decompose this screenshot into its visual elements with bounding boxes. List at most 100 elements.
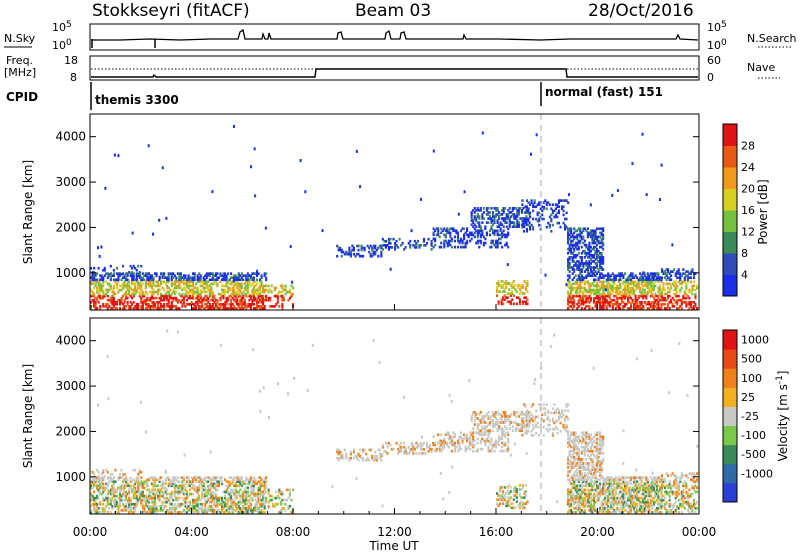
echo-cell	[685, 284, 688, 288]
echo-cell	[583, 307, 586, 310]
echo-cell	[202, 286, 205, 290]
echo-cell	[634, 288, 637, 292]
echo-cell	[199, 276, 202, 280]
echo-cell	[461, 437, 464, 441]
echo-cell	[169, 288, 172, 292]
echo-cell	[579, 270, 582, 273]
echo-cell	[588, 260, 591, 263]
echo-cell	[214, 484, 217, 488]
echo-cell	[160, 296, 163, 300]
echo-cell	[457, 212, 460, 216]
echo-cell	[679, 276, 682, 280]
echo-cell	[401, 241, 404, 245]
echo-cell	[153, 498, 157, 502]
echo-cell	[491, 425, 495, 428]
echo-cell	[245, 284, 248, 288]
echo-cell	[237, 302, 240, 306]
echo-cell	[117, 276, 120, 280]
echo-cell	[128, 502, 131, 506]
echo-cell	[413, 246, 416, 249]
echo-cell	[230, 305, 233, 308]
echo-cell	[232, 279, 235, 283]
echo-cell	[574, 290, 577, 294]
echo-cell	[100, 276, 103, 280]
echo-cell	[225, 504, 228, 508]
echo-cell	[545, 207, 548, 211]
echo-cell	[527, 421, 530, 425]
echo-cell	[441, 445, 444, 449]
echo-cell	[263, 484, 266, 488]
echo-cell	[121, 284, 125, 288]
echo-cell	[210, 486, 213, 490]
echo-cell	[245, 506, 248, 510]
echo-cell	[234, 496, 237, 500]
echo-cell	[230, 282, 233, 286]
echo-cell	[538, 217, 541, 221]
echo-cell	[202, 488, 205, 492]
y-tick-label: 2000	[55, 220, 86, 234]
echo-cell	[662, 288, 665, 292]
echo-cell	[440, 449, 443, 453]
echo-cell	[579, 276, 582, 280]
echo-cell	[243, 288, 246, 292]
echo-cell	[614, 290, 617, 294]
echo-cell	[228, 286, 231, 290]
echo-cell	[372, 458, 375, 462]
echo-cell	[371, 454, 374, 458]
echo-cell	[652, 274, 655, 278]
echo-cell	[279, 492, 282, 496]
echo-cell	[670, 298, 673, 302]
power-colorbar-label: Power [dB]	[756, 179, 770, 244]
echo-cell	[239, 488, 242, 492]
echo-cell	[179, 484, 182, 488]
echo-cell	[585, 298, 588, 302]
echo-cell	[169, 494, 172, 498]
echo-cell	[213, 511, 216, 514]
echo-cell	[640, 294, 643, 298]
echo-cell	[588, 264, 591, 267]
echo-cell	[94, 484, 97, 488]
nsky-tick-bottom-right: 100	[707, 38, 727, 52]
echo-cell	[252, 288, 256, 292]
echo-cell	[161, 274, 164, 278]
echo-cell	[670, 300, 673, 304]
echo-cell	[282, 498, 285, 502]
echo-cell	[550, 411, 553, 415]
echo-cell	[199, 476, 202, 479]
echo-cell	[591, 247, 594, 251]
echo-cell	[336, 450, 339, 454]
echo-cell	[568, 233, 571, 237]
echo-cell	[597, 296, 600, 300]
echo-cell	[585, 260, 588, 263]
echo-cell	[651, 294, 654, 298]
echo-cell	[123, 292, 126, 296]
echo-cell	[192, 504, 195, 508]
echo-cell	[245, 509, 248, 512]
echo-cell	[628, 274, 631, 278]
echo-cell	[260, 290, 263, 294]
echo-cell	[548, 225, 551, 229]
echo-cell	[105, 498, 108, 502]
echo-cell	[163, 482, 166, 486]
echo-cell	[348, 250, 351, 254]
echo-cell	[594, 284, 597, 288]
echo-cell	[649, 294, 652, 298]
echo-cell	[502, 411, 505, 414]
echo-cell	[211, 478, 214, 482]
echo-cell	[141, 290, 144, 294]
echo-cell	[589, 266, 593, 269]
echo-cell	[551, 407, 554, 411]
echo-cell	[242, 498, 245, 502]
echo-cell	[99, 274, 102, 278]
echo-cell	[354, 454, 357, 458]
echo-cell	[187, 276, 190, 280]
echo-cell	[195, 305, 198, 308]
echo-cell	[225, 300, 228, 304]
echo-cell	[167, 498, 170, 502]
echo-cell	[198, 305, 201, 308]
echo-cell	[592, 266, 596, 269]
echo-cell	[500, 286, 503, 289]
echo-cell	[352, 450, 356, 454]
echo-cell	[160, 307, 163, 310]
echo-cell	[355, 244, 359, 248]
